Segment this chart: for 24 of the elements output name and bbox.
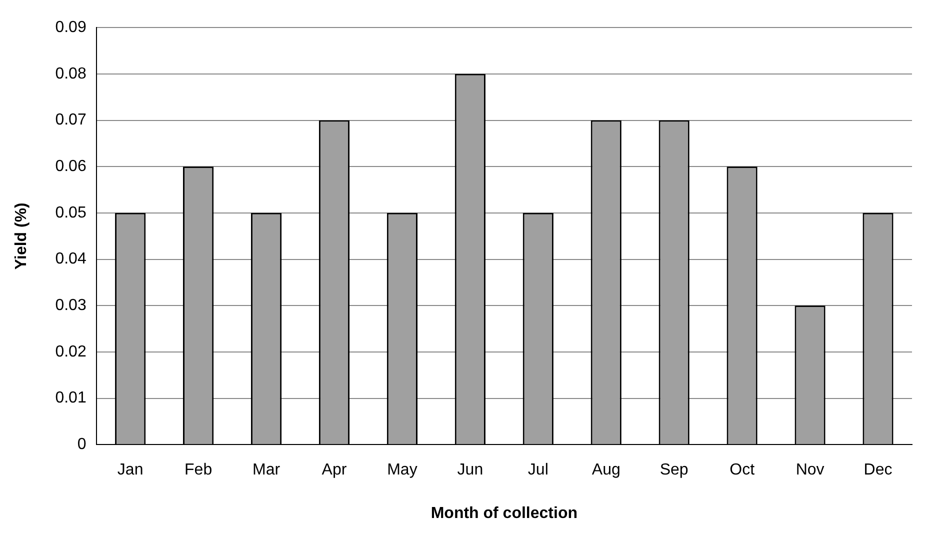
y-tick-label: 0.04 [55, 250, 86, 268]
x-tick-label: Feb [184, 462, 212, 479]
x-tick-label: Jun [457, 462, 484, 479]
y-tick-label: 0.08 [55, 65, 86, 82]
x-tick-label: Oct [730, 462, 756, 479]
x-tick-label: Jan [117, 462, 144, 479]
x-tick-label: Nov [796, 462, 824, 479]
x-tick-label: Apr [322, 462, 348, 479]
x-tick-label: Aug [592, 462, 620, 479]
y-tick-label: 0.07 [55, 112, 86, 129]
y-tick-label: 0.03 [55, 297, 86, 314]
y-axis-title: Yield (%) [13, 202, 30, 270]
y-tick-label: 0.09 [55, 19, 86, 36]
x-tick-label: Dec [864, 462, 892, 479]
x-tick-label: Sep [660, 462, 688, 479]
x-tick-label: May [387, 462, 418, 479]
x-tick-label: Jul [528, 462, 548, 479]
y-tick-label: 0 [77, 436, 86, 454]
y-tick-label: 0.05 [55, 204, 86, 222]
y-tick-label: 0.01 [55, 390, 86, 407]
y-tick-label: 0.06 [55, 158, 86, 176]
x-tick-label: Mar [252, 462, 281, 479]
x-axis-title: Month of collection [430, 504, 578, 522]
y-tick-label: 0.02 [55, 343, 86, 360]
